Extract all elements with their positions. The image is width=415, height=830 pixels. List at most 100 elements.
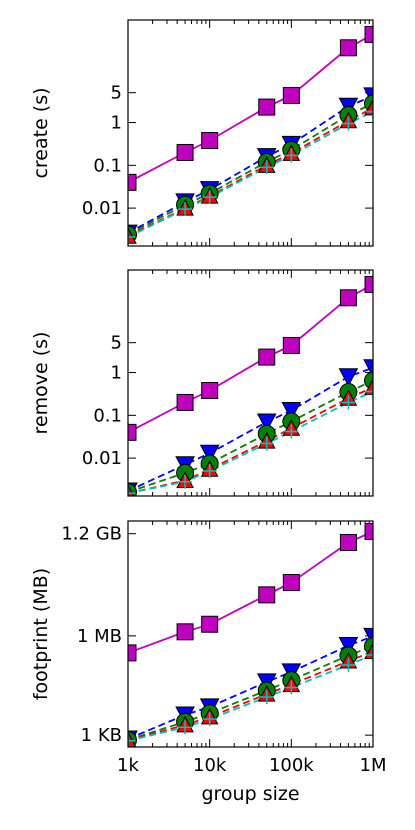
data-point-cyan bbox=[202, 190, 217, 205]
data-point-purple bbox=[176, 143, 194, 161]
y-tick-label: 1 MB bbox=[77, 626, 122, 647]
data-point-cyan bbox=[259, 436, 274, 451]
series-line-green bbox=[128, 645, 373, 741]
y-tick-label: 1.2 GB bbox=[61, 524, 122, 545]
ticks bbox=[127, 20, 374, 246]
panel-2: 0.01 0.1 1 5 remove (s) bbox=[30, 269, 374, 497]
y-tick-label: 1 KB bbox=[81, 725, 122, 746]
y-axis-label: footprint (MB) bbox=[30, 568, 52, 700]
series-lines bbox=[128, 530, 373, 742]
series-line-blue bbox=[128, 635, 373, 740]
series-line-purple bbox=[128, 530, 373, 654]
series-line-purple bbox=[128, 283, 373, 434]
series-line-red bbox=[128, 650, 373, 742]
x-tick-label: 1k bbox=[117, 755, 139, 776]
axes-frame bbox=[127, 19, 374, 247]
data-point-red bbox=[128, 227, 137, 244]
y-tick-label: 5 bbox=[111, 83, 122, 104]
series-line-red bbox=[128, 386, 373, 495]
data-point-cyan bbox=[284, 148, 299, 163]
series-lines bbox=[128, 283, 373, 495]
data-point-blue bbox=[199, 444, 220, 464]
y-tick-labels: 0.01 0.1 1 5 bbox=[82, 333, 122, 469]
series-markers bbox=[128, 25, 373, 245]
series-lines bbox=[128, 33, 373, 238]
series-line-red bbox=[128, 107, 373, 238]
data-point-cyan bbox=[366, 647, 373, 662]
data-point-cyan bbox=[202, 712, 217, 727]
plot-area bbox=[128, 275, 373, 496]
plot-area bbox=[128, 522, 373, 747]
data-point-cyan bbox=[341, 395, 356, 410]
plot-area bbox=[128, 25, 373, 245]
data-point-purple bbox=[201, 615, 219, 633]
y-tick-label: 5 bbox=[111, 333, 122, 354]
y-axis-label: create (s) bbox=[30, 87, 52, 178]
axes-frame bbox=[127, 520, 374, 748]
data-point-purple bbox=[282, 86, 300, 104]
y-tick-labels: 0.01 0.1 1 5 bbox=[82, 83, 122, 219]
data-point-purple bbox=[128, 423, 137, 441]
data-point-cyan bbox=[178, 720, 193, 735]
data-point-cyan bbox=[128, 230, 135, 245]
data-point-cyan bbox=[259, 689, 274, 704]
ticks bbox=[127, 521, 374, 747]
data-point-cyan bbox=[178, 474, 193, 489]
data-point-cyan bbox=[128, 486, 135, 496]
y-tick-label: 0.1 bbox=[93, 155, 122, 176]
data-point-purple bbox=[339, 533, 357, 551]
data-point-red bbox=[364, 378, 373, 395]
y-tick-label: 1 bbox=[111, 113, 122, 134]
data-point-cyan bbox=[178, 202, 193, 217]
x-tick-label: 10k bbox=[193, 755, 227, 776]
data-point-cyan bbox=[284, 424, 299, 439]
panel-1: 0.01 0.1 1 5 create (s) bbox=[30, 19, 374, 247]
series-markers bbox=[128, 522, 373, 747]
data-point-purple bbox=[339, 39, 357, 57]
y-axis-label: remove (s) bbox=[30, 332, 52, 435]
x-axis-label: group size bbox=[201, 783, 299, 805]
data-point-blue bbox=[256, 413, 277, 433]
data-point-purple bbox=[258, 586, 276, 604]
data-point-purple bbox=[176, 623, 194, 641]
data-point-cyan bbox=[284, 680, 299, 695]
data-point-purple bbox=[201, 132, 219, 150]
series-line-green bbox=[128, 379, 373, 493]
data-point-cyan bbox=[128, 733, 135, 747]
data-point-cyan bbox=[366, 104, 373, 119]
series-line-blue bbox=[128, 366, 373, 492]
data-point-purple bbox=[128, 173, 137, 191]
y-tick-labels: 1 KB 1 MB 1.2 GB bbox=[61, 524, 122, 746]
series-line-green bbox=[128, 102, 373, 236]
x-tick-label: 1M bbox=[360, 755, 387, 776]
data-point-blue bbox=[338, 637, 359, 656]
data-point-purple bbox=[364, 275, 373, 293]
y-tick-label: 0.01 bbox=[82, 448, 122, 469]
x-tick-labels: 1k 10k 100k 1M bbox=[117, 755, 386, 776]
panels: 0.01 0.1 1 5 create (s) 0.01 0.1 1 5 remove (s) 1 … bbox=[30, 19, 386, 805]
y-tick-label: 0.1 bbox=[93, 405, 122, 426]
data-point-purple bbox=[364, 25, 373, 43]
data-point-cyan bbox=[341, 657, 356, 672]
data-point-purple bbox=[176, 393, 194, 411]
panel-3: 1 KB 1 MB 1.2 GB footprint (MB) 1k 10k 100k 1M g… bbox=[30, 520, 386, 805]
y-tick-label: 1 bbox=[111, 363, 122, 384]
data-point-cyan bbox=[341, 116, 356, 131]
series-line-purple bbox=[128, 33, 373, 184]
data-point-purple bbox=[258, 98, 276, 116]
data-point-red bbox=[128, 731, 137, 747]
data-point-blue bbox=[281, 401, 302, 421]
data-point-purple bbox=[364, 522, 373, 540]
data-point-purple bbox=[201, 382, 219, 400]
data-point-purple bbox=[339, 289, 357, 307]
axes-frame bbox=[127, 269, 374, 497]
data-point-purple bbox=[258, 348, 276, 366]
data-point-purple bbox=[282, 574, 300, 592]
x-tick-label: 100k bbox=[269, 755, 314, 776]
y-tick-label: 0.01 bbox=[82, 198, 122, 219]
data-point-purple bbox=[282, 336, 300, 354]
data-point-cyan bbox=[259, 160, 274, 175]
data-point-cyan bbox=[366, 384, 373, 399]
data-point-cyan bbox=[202, 463, 217, 478]
